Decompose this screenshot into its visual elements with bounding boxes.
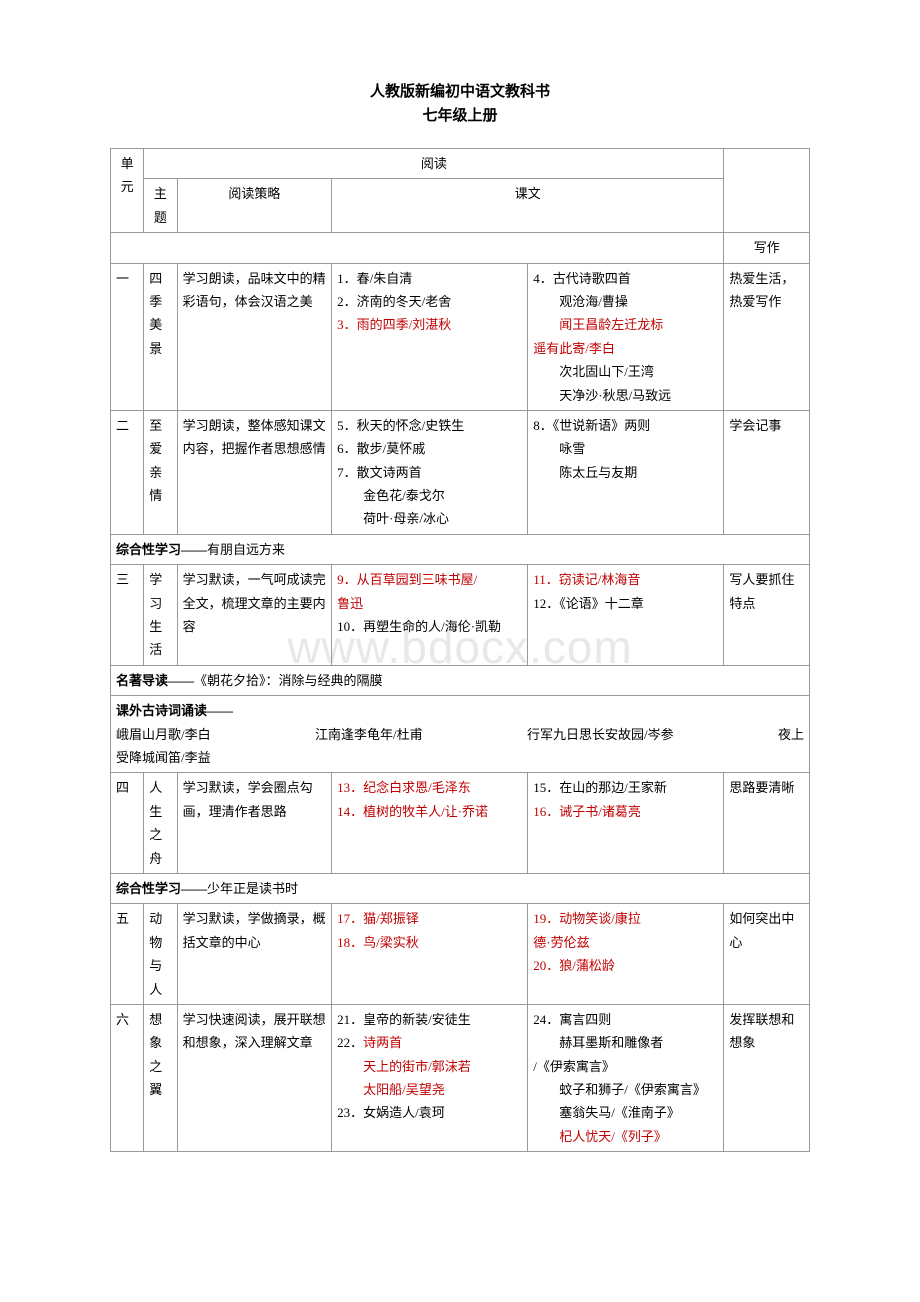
u1-texts-b: 4．古代诗歌四首 观沧海/曹操 闻王昌龄左迁龙标 遥有此寄/李白 次北固山下/王… xyxy=(528,263,724,410)
u5-texts-b: 19．动物笑谈/康拉 德·劳伦兹 20．狼/蒲松龄 xyxy=(528,904,724,1005)
u6-texts-a: 21．皇帝的新装/安徒生 22．诗两首 天上的街市/郭沫若 太阳船/吴望尧 23… xyxy=(332,1004,528,1151)
u2-write: 学会记事 xyxy=(724,410,810,534)
unit5-row: 五 动物与人 学习默读，学做摘录，概括文章的中心 17．猫/郑振铎 18．鸟/梁… xyxy=(111,904,810,1005)
hdr-text: 课文 xyxy=(332,179,724,233)
u3-write: 写人要抓住特点 xyxy=(724,565,810,666)
header-row1: 单元 阅读 xyxy=(111,149,810,179)
u4-texts-a: 13．纪念白求恩/毛泽东 14．植树的牧羊人/让·乔诺 xyxy=(332,773,528,874)
u6-strategy: 学习快速阅读，展开联想和想象，深入理解文章 xyxy=(177,1004,332,1151)
u2-texts-b: 8．《世说新语》两则 咏雪 陈太丘与友期 xyxy=(528,410,724,534)
activity2-row: 综合性学习——少年正是读书时 xyxy=(111,873,810,903)
u4-num: 四 xyxy=(111,773,144,874)
u2-texts-a: 5．秋天的怀念/史铁生 6．散步/莫怀戚 7．散文诗两首 金色花/泰戈尔 荷叶·… xyxy=(332,410,528,534)
hdr-theme: 主题 xyxy=(144,179,177,233)
unit4-row: 四 人生之舟 学习默读，学会圈点勾画，理清作者思路 13．纪念白求恩/毛泽东 1… xyxy=(111,773,810,874)
u4-write: 思路要清晰 xyxy=(724,773,810,874)
u4-strategy: 学习默读，学会圈点勾画，理清作者思路 xyxy=(177,773,332,874)
u5-theme: 动物与人 xyxy=(144,904,177,1005)
u2-theme: 至爱亲情 xyxy=(144,410,177,534)
u3-texts-a: 9．从百草园到三味书屋/ 鲁迅 10．再塑生命的人/海伦·凯勒 xyxy=(332,565,528,666)
u2-strategy: 学习朗读，整体感知课文内容，把握作者思想感情 xyxy=(177,410,332,534)
u5-num: 五 xyxy=(111,904,144,1005)
unit3-row: 三 学习生活 学习默读，一气呵成读完全文，梳理文章的主要内容 9．从百草园到三味… xyxy=(111,565,810,666)
hdr-writing-cell xyxy=(724,149,810,233)
hdr-reading: 阅读 xyxy=(144,149,724,179)
u1-write: 热爱生活，热爱写作 xyxy=(724,263,810,410)
mid-famous: 名著导读——《朝花夕拾》：消除与经典的隔膜 xyxy=(111,665,810,695)
header-writing-row: 写作 xyxy=(111,233,810,263)
title-line1: 人教版新编初中语文教科书 xyxy=(110,80,810,104)
mid-row1: 名著导读——《朝花夕拾》：消除与经典的隔膜 xyxy=(111,665,810,695)
u5-write: 如何突出中心 xyxy=(724,904,810,1005)
title-line2: 七年级上册 xyxy=(110,104,810,128)
doc-title: 人教版新编初中语文教科书 七年级上册 xyxy=(110,80,810,128)
u5-texts-a: 17．猫/郑振铎 18．鸟/梁实秋 xyxy=(332,904,528,1005)
u5-strategy: 学习默读，学做摘录，概括文章的中心 xyxy=(177,904,332,1005)
u6-theme: 想象之翼 xyxy=(144,1004,177,1151)
mid-row2: 课外古诗词诵读—— 峨眉山月歌/李白 江南逢李龟年/杜甫 行军九日思长安故园/岑… xyxy=(111,696,810,773)
mid-poems: 课外古诗词诵读—— 峨眉山月歌/李白 江南逢李龟年/杜甫 行军九日思长安故园/岑… xyxy=(111,696,810,773)
curriculum-table: 单元 阅读 主题 阅读策略 课文 写作 一 四季美景 学习朗读，品味文中的精彩语… xyxy=(110,148,810,1152)
hdr-strategy: 阅读策略 xyxy=(177,179,332,233)
u6-texts-b: 24．寓言四则 赫耳墨斯和雕像者 /《伊索寓言》 蚊子和狮子/《伊索寓言》 塞翁… xyxy=(528,1004,724,1151)
u1-num: 一 xyxy=(111,263,144,410)
u3-texts-b: 11．窃读记/林海音 12．《论语》十二章 xyxy=(528,565,724,666)
unit1-row: 一 四季美景 学习朗读，品味文中的精彩语句，体会汉语之美 1．春/朱自清 2．济… xyxy=(111,263,810,410)
u3-num: 三 xyxy=(111,565,144,666)
hdr-writing: 写作 xyxy=(724,233,810,263)
header-row2: 主题 阅读策略 课文 xyxy=(111,179,810,233)
unit2-row: 二 至爱亲情 学习朗读，整体感知课文内容，把握作者思想感情 5．秋天的怀念/史铁… xyxy=(111,410,810,534)
activity1-row: 综合性学习——有朋自远方来 xyxy=(111,534,810,564)
u1-texts-a: 1．春/朱自清 2．济南的冬天/老舍 3．雨的四季/刘湛秋 xyxy=(332,263,528,410)
unit6-row: 六 想象之翼 学习快速阅读，展开联想和想象，深入理解文章 21．皇帝的新装/安徒… xyxy=(111,1004,810,1151)
u4-texts-b: 15．在山的那边/王家新 16．诫子书/诸葛亮 xyxy=(528,773,724,874)
u3-theme: 学习生活 xyxy=(144,565,177,666)
u2-num: 二 xyxy=(111,410,144,534)
hdr-unit: 单元 xyxy=(111,149,144,233)
u6-num: 六 xyxy=(111,1004,144,1151)
activity2: 综合性学习——少年正是读书时 xyxy=(111,873,810,903)
u1-theme: 四季美景 xyxy=(144,263,177,410)
u3-strategy: 学习默读，一气呵成读完全文，梳理文章的主要内容 xyxy=(177,565,332,666)
u6-write: 发挥联想和想象 xyxy=(724,1004,810,1151)
activity1: 综合性学习——有朋自远方来 xyxy=(111,534,810,564)
u4-theme: 人生之舟 xyxy=(144,773,177,874)
u1-strategy: 学习朗读，品味文中的精彩语句，体会汉语之美 xyxy=(177,263,332,410)
